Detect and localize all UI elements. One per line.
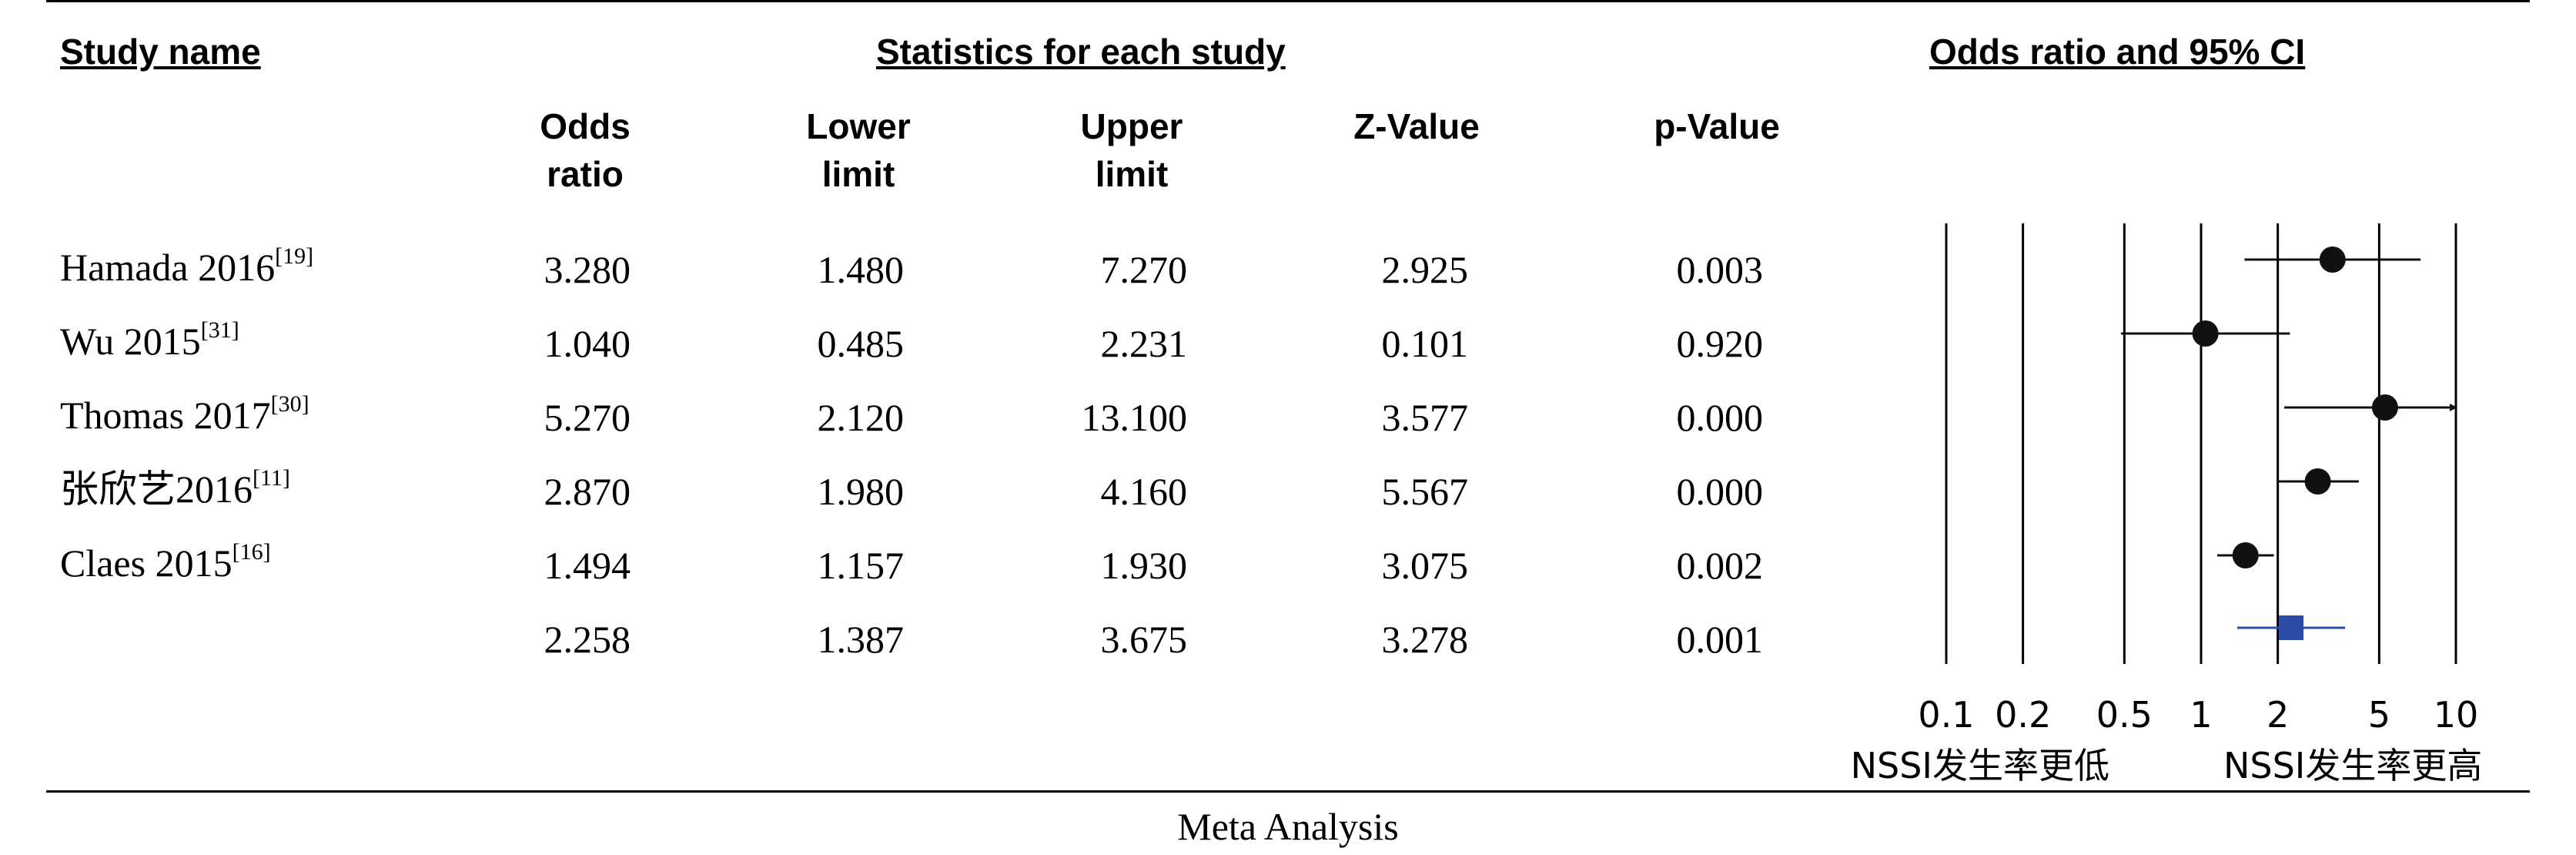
odds-ratio-value: 3.280 <box>544 248 631 291</box>
p-value: 0.920 <box>1676 322 1764 365</box>
x-tick-label: 2 <box>2267 694 2289 736</box>
study-point <box>2319 246 2346 273</box>
odds-ratio-value: 2.870 <box>544 470 631 513</box>
x-tick-label: 5 <box>2368 694 2390 736</box>
odds-ratio-value: 1.040 <box>544 322 631 365</box>
col-header-z-value: Z-Value <box>1353 106 1480 146</box>
x-tick-label: 10 <box>2434 694 2479 736</box>
x-tick-label: 0.5 <box>2096 694 2153 736</box>
summary-lower-limit-value: 1.387 <box>817 618 905 661</box>
study-point <box>2232 542 2259 568</box>
p-value: 0.000 <box>1676 396 1764 439</box>
col-header-odds-ratio: Odds ratio <box>540 106 631 194</box>
study-name: Thomas 2017[30] <box>60 391 309 437</box>
favours-left-label: NSSI发生率更低 <box>1851 745 2109 786</box>
favours-right-label: NSSI发生率更高 <box>2223 745 2482 786</box>
upper-limit-value: 13.100 <box>1081 396 1188 439</box>
x-tick-label: 1 <box>2190 694 2212 736</box>
lower-limit-value: 1.980 <box>817 470 905 513</box>
summary-p-value: 0.001 <box>1676 618 1764 661</box>
odds-ratio-ci-header: Odds ratio and 95% CI <box>1929 32 2306 72</box>
lower-limit-value: 2.120 <box>817 396 905 439</box>
statistics-header: Statistics for each study <box>876 32 1286 72</box>
p-value: 0.003 <box>1676 248 1764 291</box>
z-value: 2.925 <box>1381 248 1469 291</box>
z-value: 3.075 <box>1381 544 1469 587</box>
p-value: 0.002 <box>1676 544 1764 587</box>
p-value: 0.000 <box>1676 470 1764 513</box>
study-point <box>2192 320 2219 347</box>
lower-limit-value: 1.480 <box>817 248 905 291</box>
study-name: Claes 2015[16] <box>60 539 271 585</box>
x-tick-label: 0.2 <box>1995 694 2051 736</box>
z-value: 0.101 <box>1381 322 1469 365</box>
study-point <box>2371 394 2398 421</box>
odds-ratio-value: 1.494 <box>544 544 631 587</box>
upper-limit-value: 2.231 <box>1100 322 1188 365</box>
study-name: Wu 2015[31] <box>60 317 239 363</box>
col-header-p-value: p-Value <box>1654 106 1780 146</box>
col-header-upper-limit: Upper limit <box>1080 106 1183 194</box>
summary-point <box>2279 615 2304 640</box>
upper-limit-value: 7.270 <box>1100 248 1188 291</box>
study-name: 张欣艺2016[11] <box>60 465 290 511</box>
lower-limit-value: 0.485 <box>817 322 905 365</box>
study-name: Hamada 2016[19] <box>60 243 314 289</box>
summary-upper-limit-value: 3.675 <box>1100 618 1188 661</box>
figure-caption: Meta Analysis <box>1177 805 1399 848</box>
z-value: 3.577 <box>1381 396 1469 439</box>
summary-z-value: 3.278 <box>1381 618 1469 661</box>
x-tick-label: 0.1 <box>1918 694 1974 736</box>
summary-odds-ratio-value: 2.258 <box>544 618 631 661</box>
study-name-header: Study name <box>60 32 261 72</box>
upper-limit-value: 1.930 <box>1100 544 1188 587</box>
odds-ratio-value: 5.270 <box>544 396 631 439</box>
study-point <box>2304 468 2331 495</box>
bottom-rule <box>46 790 2530 793</box>
top-rule <box>46 0 2530 2</box>
z-value: 5.567 <box>1381 470 1469 513</box>
upper-limit-value: 4.160 <box>1100 470 1188 513</box>
col-header-lower-limit: Lower limit <box>806 106 911 194</box>
lower-limit-value: 1.157 <box>817 544 905 587</box>
